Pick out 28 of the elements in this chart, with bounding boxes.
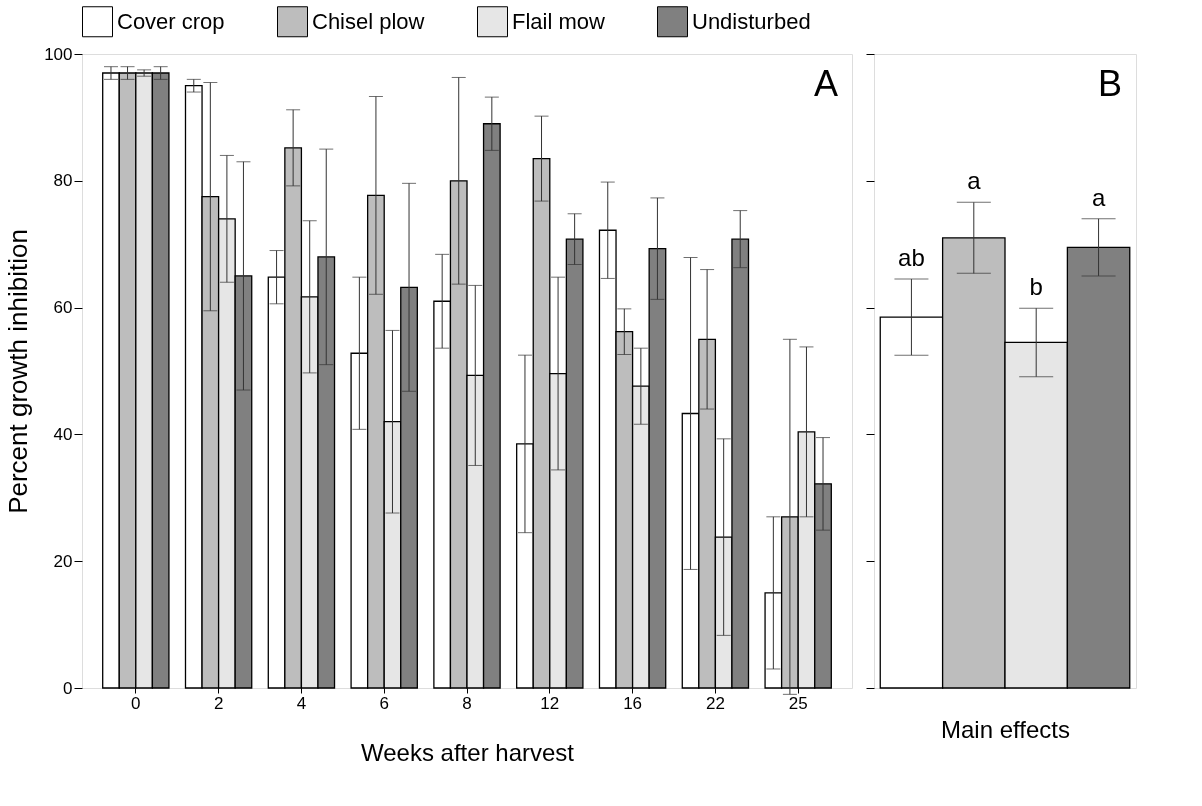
- x-axis-title: Main effects: [941, 715, 1070, 743]
- y-axis-title: Percent growth inhibition: [3, 229, 34, 514]
- x-tick-label: 22: [705, 693, 725, 713]
- x-tick-label: 6: [379, 693, 389, 713]
- annotation: a: [1091, 183, 1106, 211]
- x-tick-label: 2: [213, 693, 224, 713]
- annotation: ab: [898, 244, 925, 272]
- legend-label: Cover crop: [117, 8, 225, 34]
- legend-label: Flail mow: [512, 8, 606, 34]
- y-tick-label: 20: [53, 551, 73, 571]
- x-tick-label: 12: [540, 693, 560, 713]
- x-axis-title: Weeks after harvest: [361, 738, 575, 766]
- y-tick-label: 0: [63, 678, 73, 698]
- legend-label: Chisel plow: [312, 8, 425, 34]
- y-tick-label: 60: [53, 298, 73, 318]
- y-tick-label: 40: [53, 424, 73, 444]
- x-tick-label: 8: [462, 693, 472, 713]
- y-tick-label: 100: [44, 44, 73, 64]
- annotation: A: [813, 63, 838, 104]
- x-tick-label: 4: [296, 693, 307, 713]
- x-tick-label: 0: [131, 693, 141, 713]
- annotation: B: [1097, 63, 1122, 104]
- annotation: b: [1029, 273, 1043, 301]
- annotation: a: [967, 167, 982, 195]
- x-tick-label: 25: [788, 693, 808, 713]
- y-tick-label: 80: [53, 171, 73, 191]
- legend-label: Undisturbed: [692, 8, 811, 34]
- x-tick-label: 16: [623, 693, 643, 713]
